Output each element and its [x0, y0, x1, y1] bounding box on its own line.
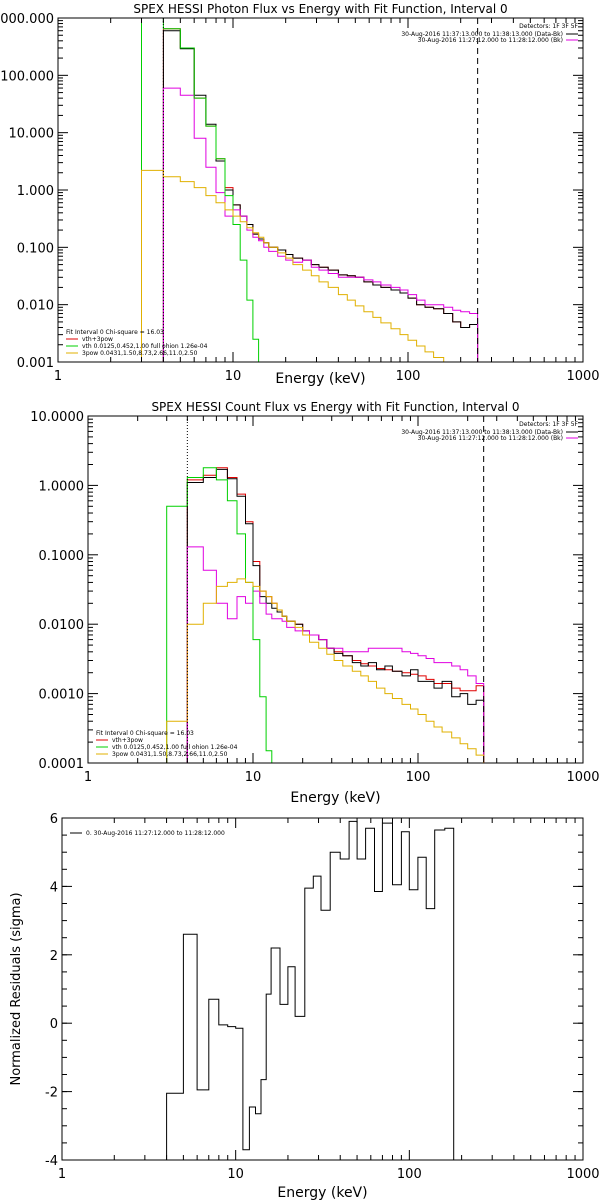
x-axis-label: Energy (keV) — [277, 1185, 367, 1200]
y-tick-label: 1.0000 — [39, 479, 85, 494]
x-tick-label: 1000 — [566, 770, 599, 785]
series-data-bk — [186, 468, 485, 763]
y-tick-label: 0 — [50, 1017, 58, 1032]
y-tick-label: 0.1000 — [39, 549, 85, 564]
legend-right-text: 30-Aug-2016 11:37:13.000 to 11:38:13.000… — [401, 31, 563, 38]
legend-left-text: 3pow 0.0431,1.50,8.73,2.66,11.0,2.50 — [82, 350, 198, 357]
chart-title: SPEX HESSI Count Flux vs Energy with Fit… — [151, 400, 519, 414]
x-tick-label: 10 — [225, 369, 242, 384]
x-tick-label: 1000 — [566, 1167, 599, 1182]
detectors-label: Detectors: 1F 3F 5F — [519, 23, 578, 30]
y-tick-label: -4 — [45, 1154, 58, 1169]
x-tick-label: 1 — [58, 1167, 66, 1182]
y-tick-label: 4 — [50, 880, 58, 895]
series-group — [141, 18, 479, 362]
y-tick-label: 10.000 — [9, 127, 55, 142]
series-bk — [186, 546, 485, 763]
chart-panel-2: SPEX HESSI Count Flux vs Energy with Fit… — [30, 400, 599, 806]
y-tick-label: 1.000 — [17, 184, 54, 199]
series-3pow — [141, 169, 479, 362]
chart-title: SPEX HESSI Photon Flux vs Energy with Fi… — [133, 2, 507, 16]
y-axis-label: Normalized Residuals (sigma) — [9, 892, 24, 1085]
series-vth — [166, 467, 273, 763]
y-tick-label: 0.010 — [17, 299, 54, 314]
legend-left-text: vth 0.0125,0.452,1.00 full ohion 1.26e-0… — [112, 744, 238, 751]
legend-left-text: Fit Interval 0 Chi-square = 16.03 — [96, 730, 194, 737]
plot-frame — [61, 817, 584, 1161]
legend-right-text: 30-Aug-2016 11:27:12.000 to 11:28:12.000… — [418, 435, 563, 442]
series-group — [166, 467, 485, 763]
legend-left-text: vth 0.0125,0.452,1.00 full ohion 1.26e-0… — [82, 343, 208, 350]
y-tick-label: 10.0000 — [30, 410, 84, 425]
chart-panel-3: 1 10 100 1000 -4 -2 0 2 4 6 Energy (keV) Normalized… — [9, 812, 600, 1201]
x-axis-label: Energy (keV) — [275, 371, 365, 387]
plot-frame — [57, 17, 584, 363]
x-tick-label: 100 — [396, 369, 421, 384]
x-tick-label: 1000 — [566, 369, 599, 384]
y-tick-label: 100.000 — [0, 69, 54, 84]
y-tick-label: 0.0010 — [39, 688, 85, 703]
series-data-bk — [162, 30, 479, 362]
legend-right-text: 30-Aug-2016 11:37:13.000 to 11:38:13.000… — [401, 429, 563, 436]
legend-left-text: vth+3pow — [82, 336, 113, 343]
series-vth — [141, 18, 265, 362]
series-bk — [162, 87, 479, 362]
series-3pow — [166, 578, 485, 763]
x-tick-label: 10 — [245, 770, 262, 785]
legend-left-text: vth+3pow — [112, 737, 143, 744]
x-tick-label: 100 — [397, 1167, 422, 1182]
y-tick-label: 0.0001 — [39, 757, 85, 772]
y-tick-label: 1000.000 — [0, 12, 54, 27]
legend-left-text: 0. 30-Aug-2016 11:27:12.000 to 11:28:12.… — [86, 830, 225, 837]
y-tick-label: 0.100 — [17, 241, 54, 256]
legend-right-text: 30-Aug-2016 11:27:12.000 to 11:28:12.000… — [418, 37, 563, 44]
x-tick-label: 1 — [54, 369, 62, 384]
chart-panel-1: SPEX HESSI Photon Flux vs Energy with Fi… — [0, 2, 600, 387]
y-tick-label: 0.001 — [17, 356, 54, 371]
y-tick-label: 6 — [50, 812, 58, 827]
y-tick-label: 0.0100 — [39, 618, 85, 633]
detectors-label: Detectors: 1F 3F 5F — [519, 421, 578, 428]
series-vth-3pow — [186, 467, 485, 763]
x-tick-label: 1 — [84, 770, 92, 785]
y-tick-label: -2 — [45, 1086, 58, 1101]
plot-frame — [87, 415, 584, 764]
series-residuals — [166, 820, 455, 1160]
legend-left-text: Fit Interval 0 Chi-square = 16.03 — [66, 329, 164, 336]
x-axis-label: Energy (keV) — [290, 790, 380, 806]
legend-left-text: 3pow 0.0431,1.50,8.73,2.66,11.0,2.50 — [112, 751, 228, 758]
x-tick-label: 100 — [406, 770, 431, 785]
x-tick-label: 10 — [227, 1167, 244, 1182]
series-group — [166, 820, 455, 1160]
y-tick-label: 2 — [50, 949, 58, 964]
